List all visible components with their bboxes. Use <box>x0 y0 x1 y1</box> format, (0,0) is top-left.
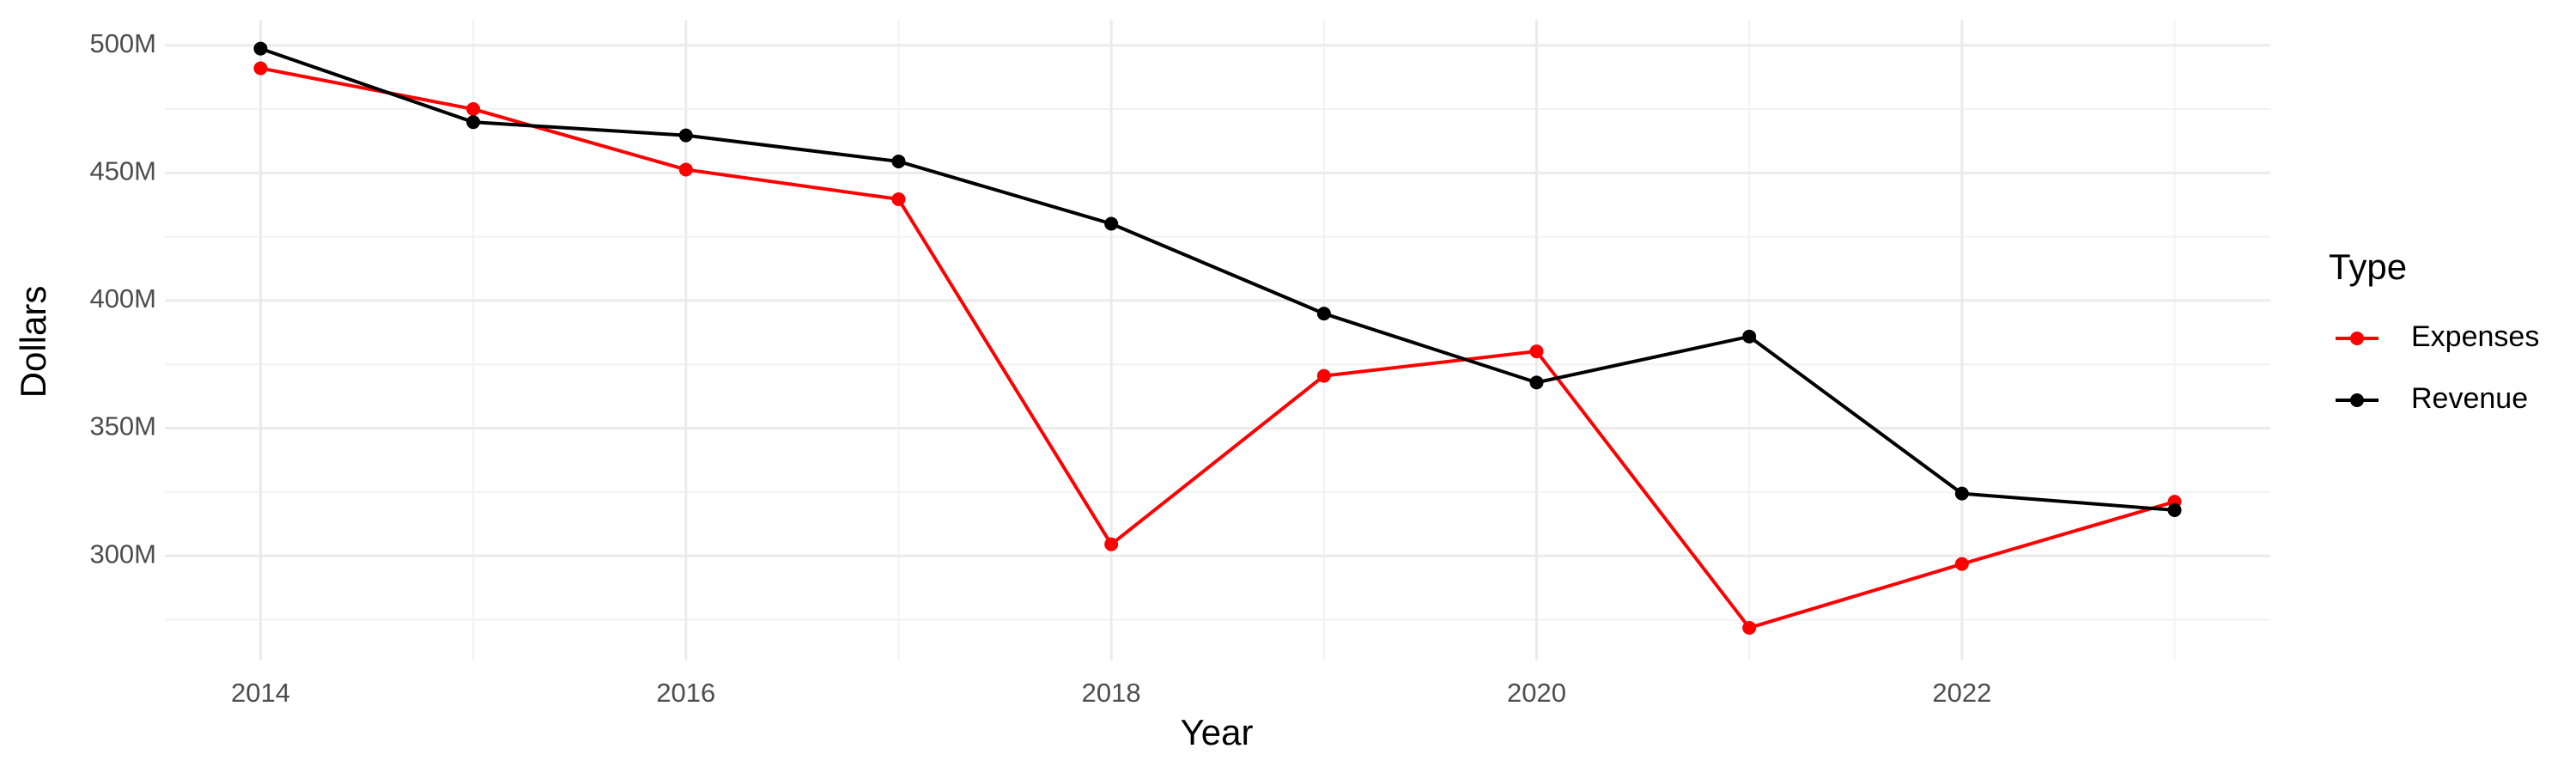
point <box>1954 486 1969 501</box>
point <box>253 61 268 76</box>
point <box>253 41 268 56</box>
x-tick-label: 2016 <box>656 678 715 708</box>
legend-label: Revenue <box>2411 382 2528 415</box>
x-tick-label: 2022 <box>1932 678 1991 708</box>
point <box>678 128 693 143</box>
point <box>1104 216 1119 231</box>
point <box>1529 344 1544 359</box>
point <box>678 162 693 177</box>
point <box>891 154 906 168</box>
x-tick-label: 2014 <box>231 678 290 708</box>
legend-point <box>2350 332 2364 345</box>
point <box>2167 502 2182 517</box>
legend-title: Type <box>2329 247 2407 287</box>
x-axis-title: Year <box>1181 712 1254 752</box>
point <box>466 115 481 130</box>
y-tick-label: 350M <box>89 411 156 441</box>
x-tick-label: 2020 <box>1507 678 1566 708</box>
point <box>1954 557 1969 571</box>
y-tick-label: 500M <box>89 28 156 58</box>
point <box>1316 307 1331 321</box>
y-tick-label: 400M <box>89 283 156 313</box>
point <box>1742 620 1757 635</box>
point <box>1104 537 1119 551</box>
x-tick-label: 2018 <box>1082 678 1141 708</box>
point <box>1529 375 1544 390</box>
legend-label: Expenses <box>2411 320 2539 353</box>
legend-point <box>2350 393 2364 407</box>
point <box>466 102 481 117</box>
point <box>1316 368 1331 383</box>
y-axis-title: Dollars <box>13 286 53 399</box>
line <box>260 66 2176 630</box>
point <box>891 192 906 206</box>
y-tick-label: 300M <box>89 539 156 569</box>
point <box>1742 329 1757 344</box>
line <box>259 46 2175 512</box>
y-tick-label: 450M <box>89 156 156 186</box>
